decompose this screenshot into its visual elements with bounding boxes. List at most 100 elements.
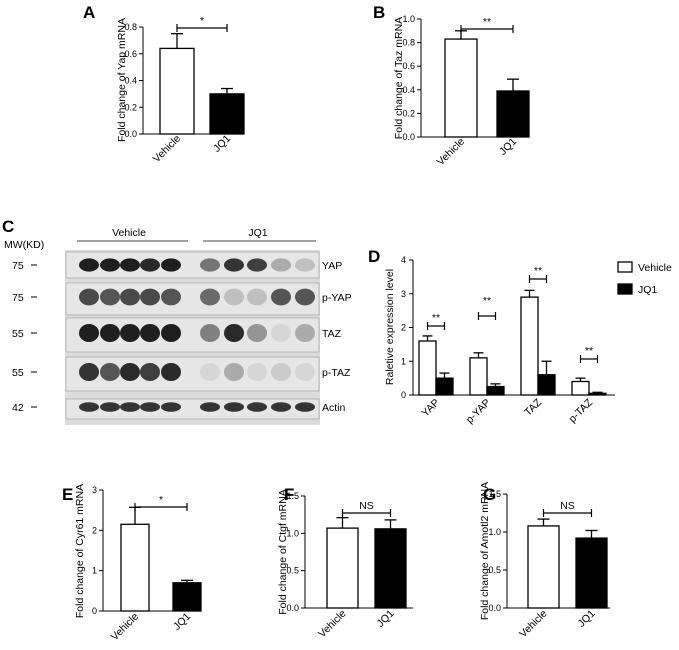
blot-band — [200, 402, 220, 412]
mw-marker: 42 — [12, 402, 24, 414]
mw-marker: 55 — [12, 367, 24, 379]
x-category-label: Vehicle — [517, 608, 550, 641]
blot-band — [200, 258, 220, 272]
blot-band — [247, 288, 267, 306]
blot-band — [120, 288, 140, 306]
blot-band — [120, 258, 140, 272]
blot-band — [271, 324, 291, 342]
panel-label-c: C — [2, 217, 14, 236]
mw-marker: 75 — [12, 260, 24, 272]
blot-band — [100, 324, 120, 342]
significance-label: NS — [359, 500, 374, 512]
y-axis-label: Fold change of Ctgf mRNA — [277, 489, 289, 614]
bar-vehicle — [444, 38, 478, 138]
y-tick-label: 0.8 — [402, 38, 415, 48]
legend-swatch-jq1 — [617, 283, 633, 295]
significance-label: ** — [534, 265, 542, 277]
blot-band — [247, 402, 267, 412]
protein-label-p-yap: p-YAP — [322, 292, 352, 304]
y-tick-label: 0.2 — [402, 108, 415, 118]
bar-jq1-taz — [537, 374, 556, 396]
bar-jq1-p-taz — [588, 392, 607, 396]
blot-band — [79, 363, 99, 381]
bar-vehicle-p-yap — [469, 357, 488, 396]
x-category-label: p-YAP — [464, 397, 493, 426]
blot-band — [161, 258, 181, 272]
chart-amotl2-mrna: 0.0 0.5 1.0 1.5 Vehicle JQ1 NS Fold change of A… — [479, 482, 610, 640]
blot-band — [247, 258, 267, 272]
bar-vehicle — [527, 525, 560, 609]
legend-label-jq1: JQ1 — [638, 284, 657, 296]
y-tick-label: 0.0 — [124, 129, 137, 139]
significance-label: * — [159, 494, 163, 506]
protein-label-yap: YAP — [322, 260, 342, 272]
blot-band — [224, 258, 244, 272]
mw-marker: 75 — [12, 292, 24, 304]
protein-label-taz: TAZ — [322, 328, 342, 340]
y-tick-label: 0.2 — [124, 102, 137, 112]
y-tick-label: 0.6 — [402, 61, 415, 71]
panel-label-f: F — [284, 485, 294, 504]
bar-jq1 — [575, 537, 608, 609]
mw-label: MW(KD) — [4, 239, 44, 251]
y-tick-label: 4 — [401, 255, 406, 265]
y-tick-label: 3 — [401, 289, 406, 299]
y-tick-label: 1 — [92, 566, 97, 576]
bar-jq1 — [172, 582, 202, 612]
bar-vehicle-yap — [418, 340, 437, 396]
blot-band — [200, 288, 220, 306]
protein-label-actin: Actin — [322, 402, 346, 414]
blot-band — [100, 363, 120, 381]
blot-band — [100, 258, 120, 272]
blot-band — [120, 363, 140, 381]
bar-vehicle — [120, 523, 150, 612]
blot-band — [224, 402, 244, 412]
y-tick-label: 0.0 — [402, 132, 415, 142]
y-tick-label: 3 — [92, 485, 97, 495]
bar-vehicle — [326, 527, 359, 609]
x-category-label: Vehicle — [316, 608, 349, 641]
panel-label-b: B — [373, 3, 385, 22]
blot-band — [161, 363, 181, 381]
blot-band — [224, 288, 244, 306]
protein-label-p-taz: p-TAZ — [322, 367, 351, 379]
significance-label: ** — [585, 345, 593, 357]
y-tick-label: 1.0 — [286, 528, 299, 538]
bar-jq1 — [374, 528, 407, 609]
blot-band — [224, 324, 244, 342]
blot-band — [100, 288, 120, 306]
blot-band — [224, 363, 244, 381]
chart-cyr61-mrna: 0 1 2 3 Vehicle JQ1 * Fold change of Cyr61 mRNA — [74, 484, 202, 643]
significance-label: * — [200, 15, 204, 27]
significance-label: ** — [432, 312, 440, 324]
y-axis-label: Raletive expression level — [384, 269, 396, 385]
blot-band — [247, 363, 267, 381]
western-blot: MW(KD) Vehicle JQ1 75 YAP 75 p-YAP 55 TAZ 55 p-… — [4, 227, 352, 425]
bar-vehicle — [159, 47, 195, 135]
mw-marker: 55 — [12, 328, 24, 340]
blot-band — [140, 288, 160, 306]
x-category-label: Vehicle — [151, 133, 184, 166]
y-axis-label: Fold change of Cyr61 mRNA — [74, 484, 86, 618]
y-tick-label: 0.5 — [488, 565, 501, 575]
blot-band — [161, 288, 181, 306]
blot-band — [200, 363, 220, 381]
x-category-label: p-TAZ — [567, 396, 596, 425]
legend-swatch-vehicle — [617, 261, 633, 273]
y-tick-label: 0.4 — [124, 76, 137, 86]
blot-band — [140, 363, 160, 381]
blot-band — [200, 324, 220, 342]
x-category-label: Vehicle — [435, 136, 468, 169]
chart-relative-expression: 0 1 2 3 4 YAP p-YAP TAZ p-TAZ ** ** ** ** Raletive ex… — [384, 255, 672, 426]
blot-band — [271, 288, 291, 306]
blot-band — [295, 258, 315, 272]
blot-band — [295, 402, 315, 412]
y-tick-label: 0.0 — [286, 603, 299, 613]
blot-band — [120, 324, 140, 342]
blot-band — [140, 324, 160, 342]
blot-band — [271, 258, 291, 272]
blot-band — [79, 288, 99, 306]
blot-band — [271, 402, 291, 412]
y-tick-label: 0.0 — [488, 603, 501, 613]
